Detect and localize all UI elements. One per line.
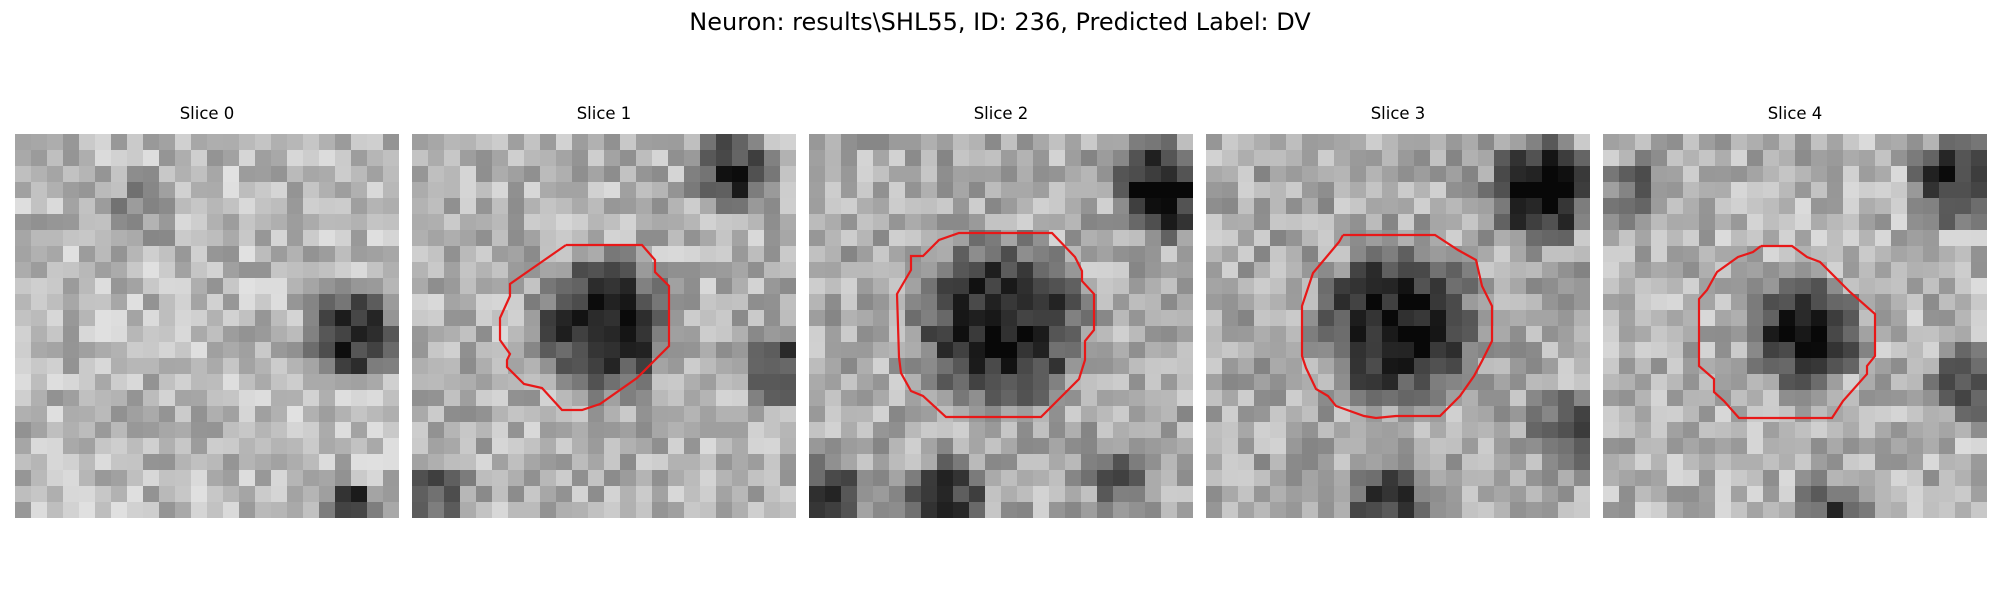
slice-image	[15, 134, 399, 518]
slice-title: Slice 4	[1767, 104, 1823, 123]
slice-title: Slice 2	[973, 104, 1029, 123]
slice-panel-1: Slice 1	[412, 104, 796, 518]
roi-contour	[498, 243, 671, 412]
slice-image	[1603, 134, 1987, 518]
slice-image	[809, 134, 1193, 518]
roi-contour	[1697, 244, 1877, 420]
figure-title: Neuron: results\SHL55, ID: 236, Predicte…	[689, 8, 1311, 36]
slice-panel-0: Slice 0	[15, 104, 399, 518]
roi-contour	[1300, 233, 1494, 420]
slice-title: Slice 1	[576, 104, 632, 123]
slice-title: Slice 3	[1370, 104, 1426, 123]
roi-contour	[895, 231, 1096, 419]
slice-panel-2: Slice 2	[809, 104, 1193, 518]
slice-title: Slice 0	[179, 104, 235, 123]
slice-image	[412, 134, 796, 518]
slice-panel-4: Slice 4	[1603, 104, 1987, 518]
slice-image	[1206, 134, 1590, 518]
slice-panel-3: Slice 3	[1206, 104, 1590, 518]
